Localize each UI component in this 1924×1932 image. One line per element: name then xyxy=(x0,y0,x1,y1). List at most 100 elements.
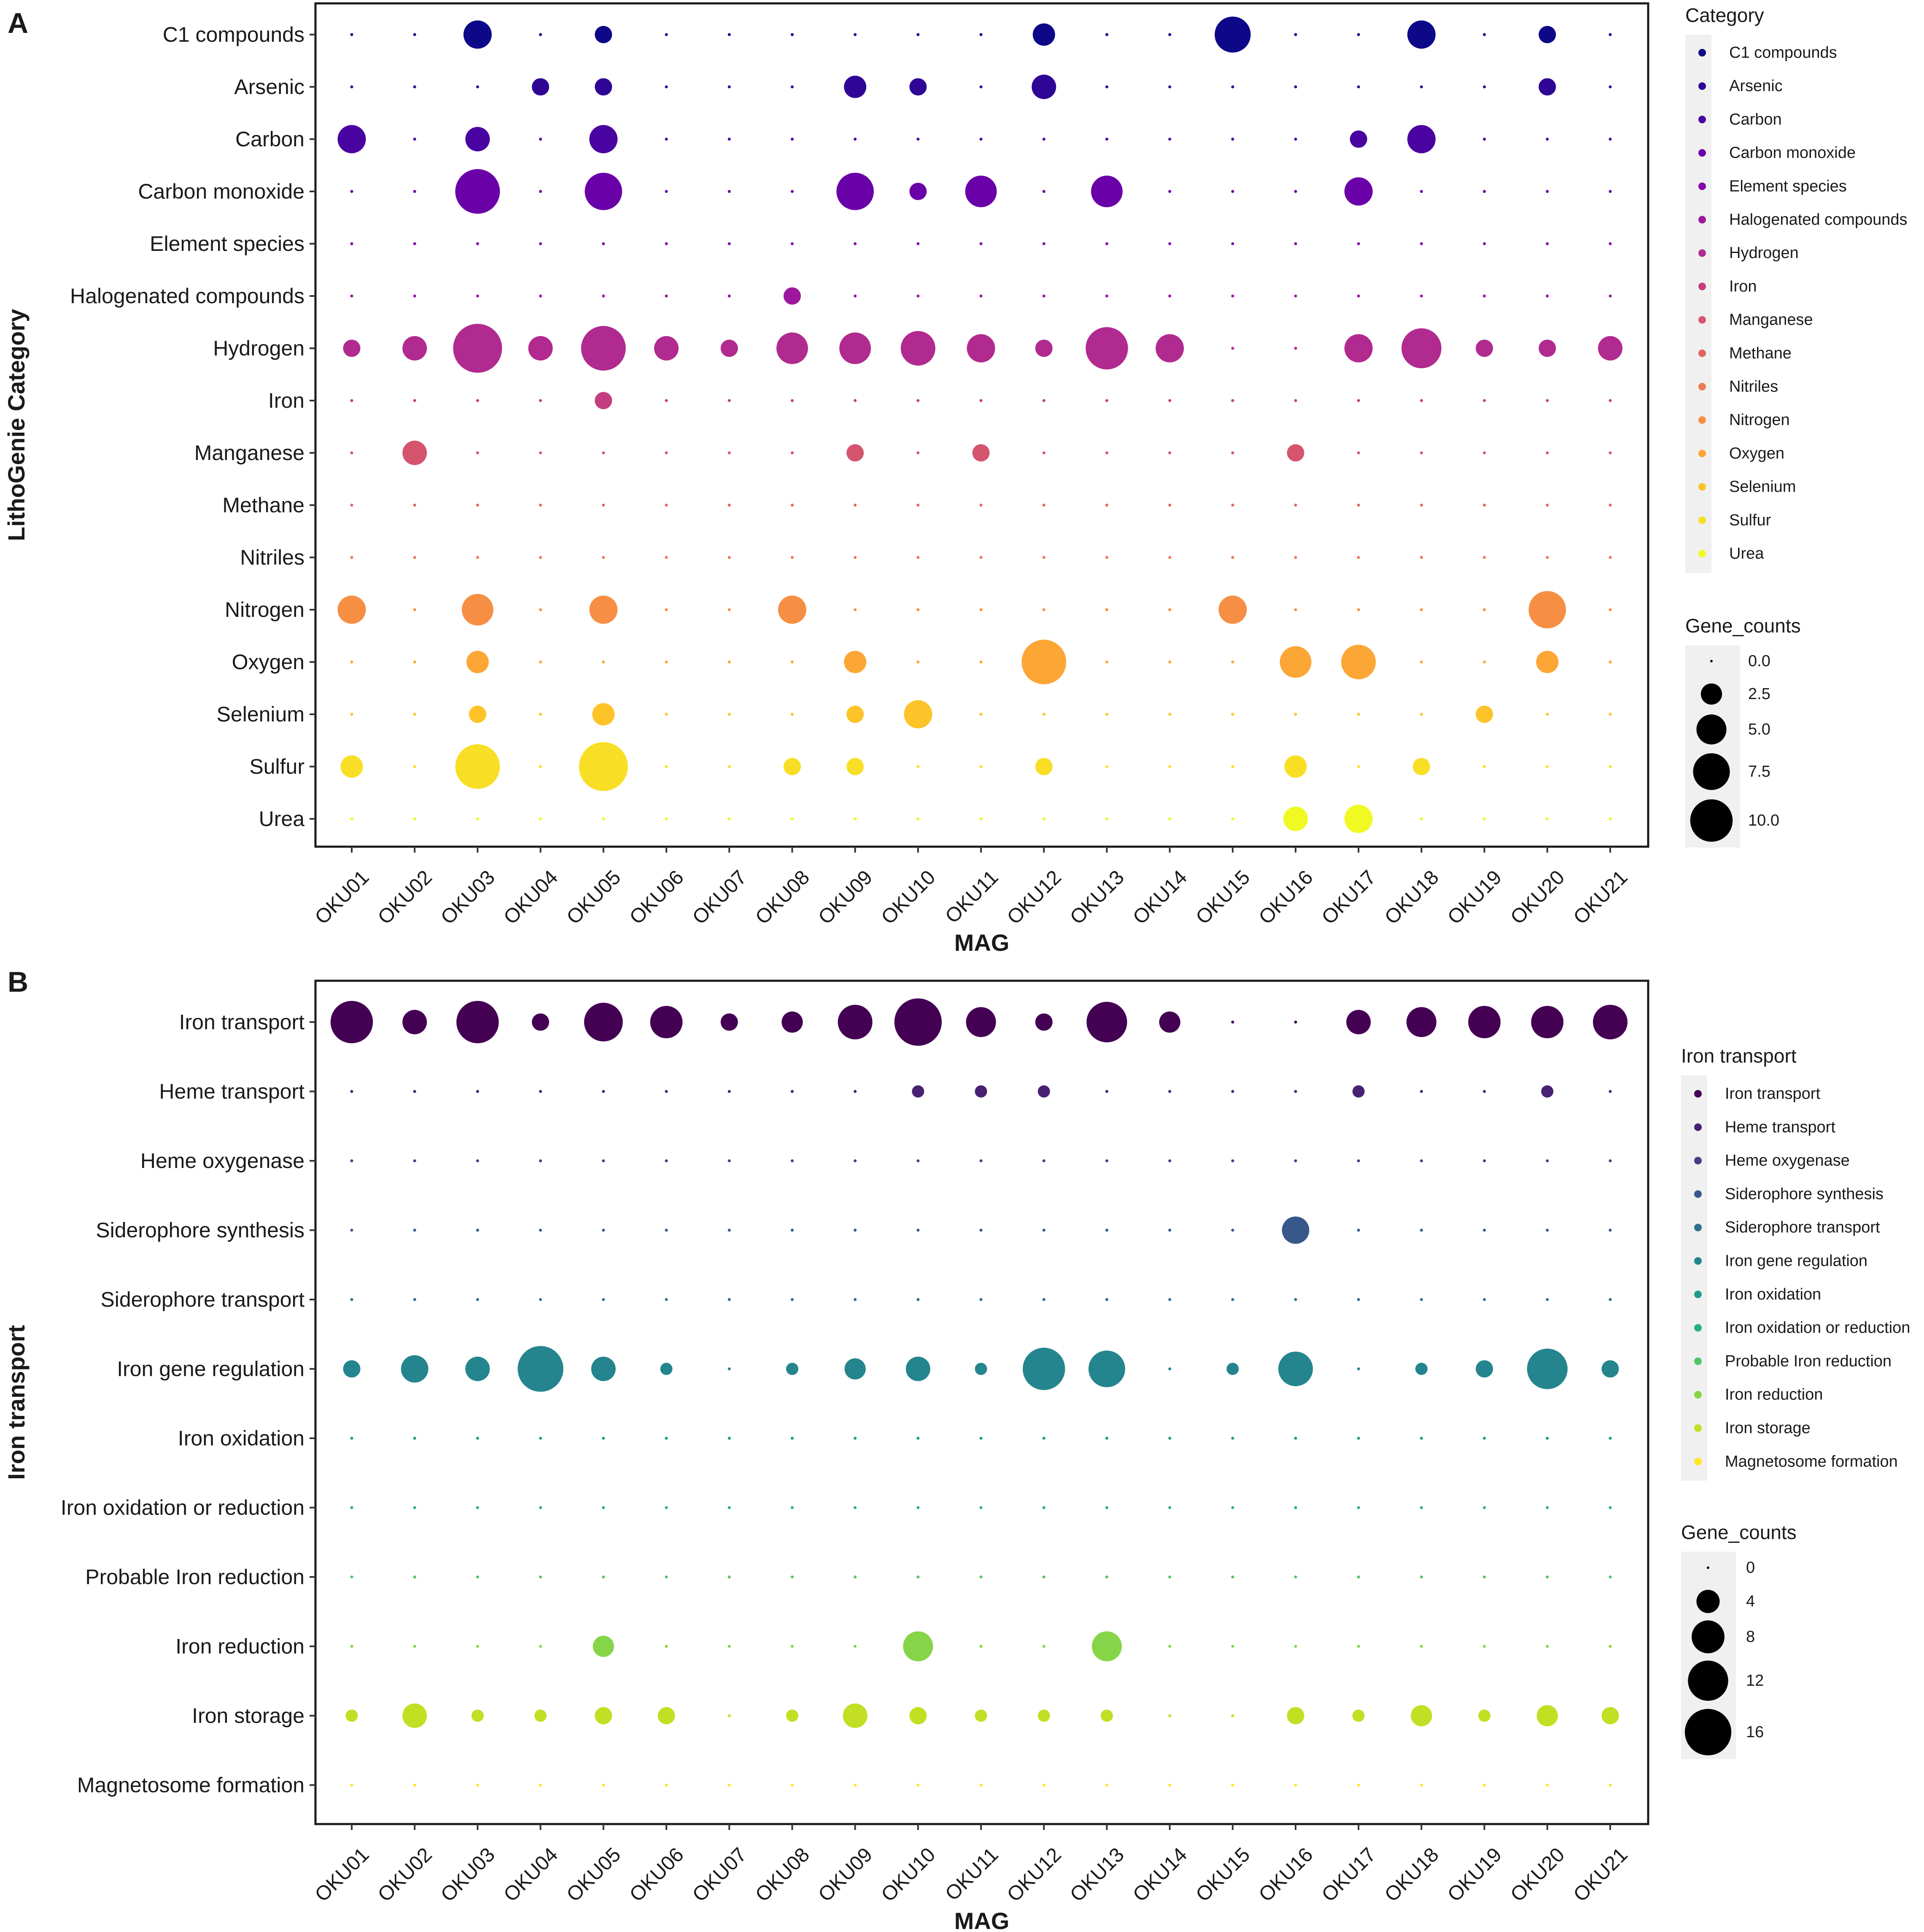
panel-b-legend-key-magnetosome-formation xyxy=(1694,1458,1702,1466)
panel-a-bubble-element-species-oku17 xyxy=(1357,242,1360,245)
panel-b-bubble-iron-oxidation-or-reduction-oku08 xyxy=(790,1506,794,1509)
panel-b-y-tick-label: Probable Iron reduction xyxy=(85,1565,304,1589)
panel-a-bubble-nitrogen-oku11 xyxy=(979,608,983,611)
panel-a-bubble-arsenic-oku03 xyxy=(476,85,479,89)
panel-b-bubble-siderophore-transport-oku08 xyxy=(790,1298,794,1301)
panel-b-bubble-heme-transport-oku21 xyxy=(1609,1090,1612,1093)
panel-a-bubble-arsenic-oku11 xyxy=(979,85,983,89)
panel-b-bubble-heme-oxygenase-oku17 xyxy=(1357,1159,1360,1162)
panel-b-bubble-iron-storage-oku07 xyxy=(728,1714,731,1717)
panel-b-bubble-siderophore-transport-oku11 xyxy=(979,1298,983,1301)
panel-a-legend-label: Nitriles xyxy=(1729,378,1778,396)
panel-b-bubble-heme-transport-oku05 xyxy=(602,1090,605,1093)
panel-b-bubble-probable-iron-reduction-oku14 xyxy=(1168,1575,1172,1579)
panel-b-bubble-magnetosome-formation-oku14 xyxy=(1168,1784,1172,1787)
panel-a-bubble-iron-oku16 xyxy=(1294,399,1297,402)
panel-a-bubble-oxygen-oku15 xyxy=(1231,660,1234,664)
panel-b-bubble-heme-transport-oku18 xyxy=(1420,1090,1423,1093)
panel-a-bubble-iron-oku09 xyxy=(854,399,857,402)
panel-a-bubble-iron-oku03 xyxy=(476,399,479,402)
panel-a-legend-label: Selenium xyxy=(1729,478,1796,496)
panel-a-bubble-halogenated-compounds-oku12 xyxy=(1042,294,1046,298)
panel-a-bubble-sulfur-oku04 xyxy=(539,765,542,768)
panel-b-legend-label: Siderophore synthesis xyxy=(1725,1185,1884,1203)
panel-a-bubble-iron-oku05 xyxy=(595,392,612,409)
panel-a-y-tick-label: Nitrogen xyxy=(225,598,304,622)
panel-b-bubble-iron-reduction-oku16 xyxy=(1294,1645,1297,1648)
panel-a-bubble-selenium-oku07 xyxy=(728,713,731,716)
panel-b-bubble-iron-oxidation-oku20 xyxy=(1546,1437,1549,1440)
panel-b-bubble-siderophore-transport-oku06 xyxy=(665,1298,668,1301)
panel-a-bubble-iron-oku14 xyxy=(1168,399,1172,402)
panel-b-legend-size-key xyxy=(1684,1709,1732,1756)
panel-a-bubble-c1-compounds-oku19 xyxy=(1483,33,1486,36)
panel-b-bubble-iron-transport-oku12 xyxy=(1035,1013,1053,1031)
panel-a-bubble-carbon-monoxide-oku15 xyxy=(1231,190,1234,193)
panel-a-bubble-methane-oku12 xyxy=(1042,503,1046,507)
panel-a-legend-label: Methane xyxy=(1729,344,1792,362)
panel-a-legend-label: Arsenic xyxy=(1729,77,1783,95)
panel-a-bubble-methane-oku11 xyxy=(979,503,983,507)
panel-a-bubble-sulfur-oku06 xyxy=(665,765,668,768)
panel-a-bubble-nitrogen-oku02 xyxy=(413,608,416,611)
panel-a-bubble-methane-oku07 xyxy=(728,503,731,507)
panel-b-bubble-iron-storage-oku16 xyxy=(1287,1707,1304,1725)
panel-a-bubble-carbon-monoxide-oku12 xyxy=(1042,190,1046,193)
panel-b-bubble-iron-oxidation-or-reduction-oku16 xyxy=(1294,1506,1297,1509)
panel-b-legend-key-heme-oxygenase xyxy=(1694,1157,1702,1165)
panel-b-bubble-iron-reduction-oku18 xyxy=(1420,1645,1423,1648)
panel-b-bubble-iron-storage-oku10 xyxy=(909,1707,927,1725)
panel-b-bubble-probable-iron-reduction-oku21 xyxy=(1609,1575,1612,1579)
panel-b-legend-label: Probable Iron reduction xyxy=(1725,1352,1892,1370)
panel-a-bubble-urea-oku18 xyxy=(1420,817,1423,821)
panel-b-bubble-heme-oxygenase-oku01 xyxy=(350,1159,353,1162)
panel-a-bubble-selenium-oku17 xyxy=(1357,713,1360,716)
panel-a-bubble-nitrogen-oku07 xyxy=(728,608,731,611)
panel-b-bubble-siderophore-transport-oku07 xyxy=(728,1298,731,1301)
panel-a-bubble-element-species-oku07 xyxy=(728,242,731,245)
panel-a-bubble-urea-oku04 xyxy=(539,817,542,821)
panel-b-bubble-iron-oxidation-oku01 xyxy=(350,1437,353,1440)
panel-b-bubble-heme-transport-oku04 xyxy=(539,1090,542,1093)
panel-a-bubble-element-species-oku13 xyxy=(1105,242,1108,245)
panel-b-y-tick-label: Iron storage xyxy=(192,1704,304,1727)
panel-b-bubble-iron-oxidation-or-reduction-oku04 xyxy=(539,1506,542,1509)
panel-a-bubble-element-species-oku02 xyxy=(413,242,416,245)
panel-letter-a: A xyxy=(8,7,28,39)
panel-b-legend-color-title: Iron transport xyxy=(1681,1045,1797,1067)
panel-a-bubble-carbon-monoxide-oku11 xyxy=(965,175,997,207)
panel-a-bubble-nitrogen-oku09 xyxy=(854,608,857,611)
panel-a-bubble-arsenic-oku21 xyxy=(1609,85,1612,89)
panel-b-bubble-iron-storage-oku13 xyxy=(1100,1709,1113,1722)
panel-b-bubble-heme-transport-oku17 xyxy=(1352,1085,1365,1098)
panel-a-bubble-c1-compounds-oku08 xyxy=(790,33,794,36)
panel-b-bubble-heme-oxygenase-oku11 xyxy=(979,1159,983,1162)
panel-b-legend-size-key xyxy=(1688,1660,1728,1701)
panel-a-bubble-selenium-oku20 xyxy=(1546,713,1549,716)
panel-a-legend-key-hydrogen xyxy=(1698,249,1706,257)
panel-a-bubble-element-species-oku04 xyxy=(539,242,542,245)
panel-b-bubble-iron-reduction-oku02 xyxy=(413,1645,416,1648)
panel-a-bubble-carbon-oku15 xyxy=(1231,137,1234,141)
panel-b-bubble-iron-storage-oku12 xyxy=(1037,1709,1050,1722)
panel-a-legend-label: Hydrogen xyxy=(1729,244,1799,262)
panel-a-legend-key-carbon-monoxide xyxy=(1698,149,1706,157)
panel-a-bubble-halogenated-compounds-oku02 xyxy=(413,294,416,298)
panel-a-y-tick-label: Element species xyxy=(150,232,304,256)
panel-a-bubble-methane-oku21 xyxy=(1609,503,1612,507)
panel-b-bubble-iron-transport-oku03 xyxy=(456,1001,499,1044)
panel-b-bubble-iron-transport-oku21 xyxy=(1593,1004,1628,1040)
panel-a-legend-label: Halogenated compounds xyxy=(1729,211,1908,229)
panel-b-bubble-iron-gene-regulation-oku07 xyxy=(728,1367,731,1370)
panel-b-legend-size-key xyxy=(1696,1590,1720,1613)
panel-a-bubble-iron-oku04 xyxy=(539,399,542,402)
panel-a-bubble-arsenic-oku18 xyxy=(1420,85,1423,89)
panel-a-bubble-sulfur-oku13 xyxy=(1105,765,1108,768)
panel-b-y-tick-label: Heme transport xyxy=(159,1080,304,1103)
panel-b-x-axis-title: MAG xyxy=(954,1908,1010,1932)
panel-a-bubble-halogenated-compounds-oku05 xyxy=(602,294,605,298)
panel-a-legend-key-nitrogen xyxy=(1698,416,1706,424)
panel-a-bubble-carbon-oku12 xyxy=(1042,137,1046,141)
panel-b-bubble-iron-storage-oku21 xyxy=(1601,1707,1619,1725)
panel-b-bubble-iron-transport-oku17 xyxy=(1346,1010,1371,1034)
